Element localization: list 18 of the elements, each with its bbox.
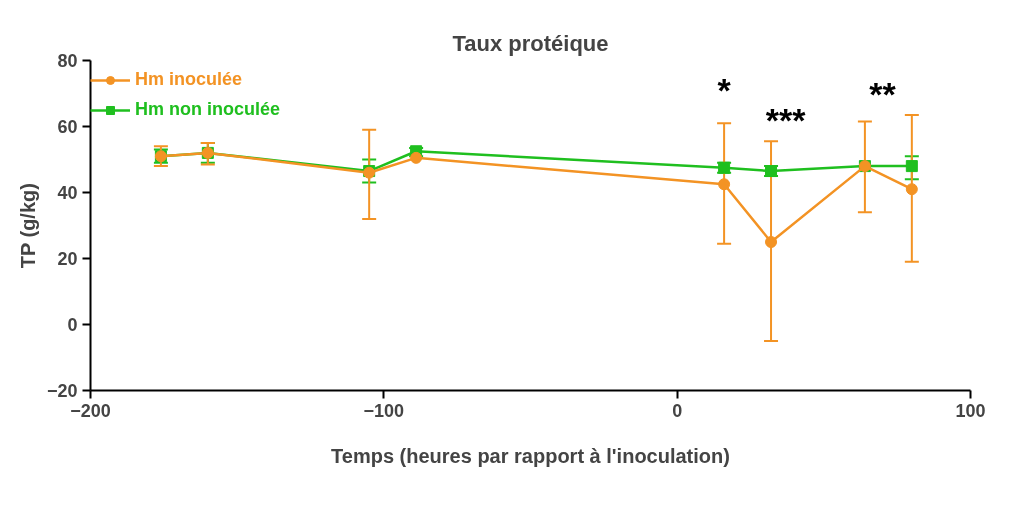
y-tick-label: 60 xyxy=(57,117,78,137)
x-tick-label: 100 xyxy=(955,400,986,421)
x-tick-label: −100 xyxy=(363,400,405,421)
legend-label: Hm inoculée xyxy=(135,69,243,90)
y-tick-label: −20 xyxy=(46,381,78,401)
annotation: * xyxy=(717,71,732,110)
y-tick-label: 0 xyxy=(67,315,78,335)
y-tick-label: 20 xyxy=(57,249,78,269)
x-tick-label: −200 xyxy=(70,400,111,421)
x-axis-title: Temps (heures par rapport à l'inoculation) xyxy=(331,444,730,467)
x-tick-label: 0 xyxy=(672,400,683,421)
y-tick-label: 40 xyxy=(57,183,78,203)
annotation: *** xyxy=(765,100,807,139)
legend-label: Hm non inoculée xyxy=(135,99,281,120)
y-tick-label: 80 xyxy=(57,51,78,71)
chart-title: Taux protéique xyxy=(452,30,609,56)
y-axis-title: TP (g/kg) xyxy=(16,183,39,269)
annotation: ** xyxy=(869,74,897,113)
